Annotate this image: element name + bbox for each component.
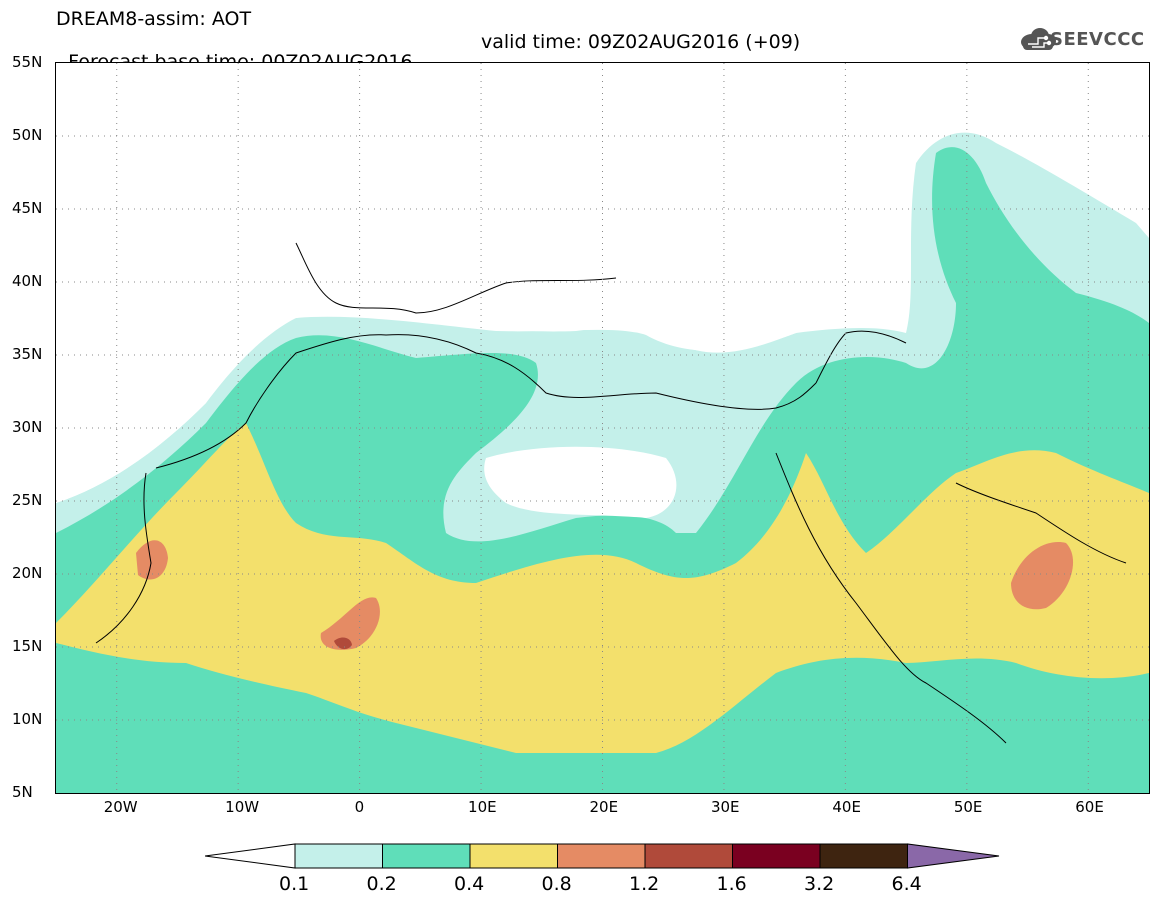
aot-clear-area (56, 63, 1149, 503)
lon-label: 10E (468, 798, 497, 816)
aot-contour-0.8 (1011, 542, 1074, 610)
colorbar-label: 1.2 (629, 873, 660, 895)
lat-label: 30N (12, 418, 43, 436)
lat-label: 5N (12, 783, 33, 801)
cloud-icon (1021, 28, 1056, 50)
aot-contour-0.4 (56, 423, 1149, 753)
aot-contour-0.8 (136, 540, 168, 580)
graticule (56, 63, 1149, 793)
lat-label: 20N (12, 564, 43, 582)
lat-label: 35N (12, 345, 43, 363)
colorbar-cell (644, 843, 733, 869)
lat-label: 50N (12, 126, 43, 144)
lon-label: 20W (103, 798, 138, 816)
colorbar-label: 1.6 (716, 873, 747, 895)
lon-label: 10W (225, 798, 260, 816)
lat-label: 55N (12, 53, 43, 71)
colorbar-cell (732, 843, 821, 869)
aot-contour-1.2 (334, 637, 352, 650)
lon-label: 0 (354, 798, 365, 816)
colorbar-cell (557, 843, 646, 869)
colorbar-label: 3.2 (804, 873, 835, 895)
colorbar-cell (294, 843, 383, 869)
colorbar-cell (469, 843, 558, 869)
colorbar-label: 0.1 (279, 873, 310, 895)
aot-map (55, 62, 1150, 794)
colorbar-label: 6.4 (891, 873, 922, 895)
aot-contour-0.8 (320, 597, 380, 650)
colorbar-label: 0.8 (541, 873, 572, 895)
colorbar-cell (382, 843, 471, 869)
lat-label: 15N (12, 637, 43, 655)
map-title: DREAM8-assim: AOT (56, 8, 252, 30)
coastlines (95, 242, 1127, 744)
lat-label: 25N (12, 491, 43, 509)
lon-label: 40E (832, 798, 861, 816)
lat-label: 45N (12, 199, 43, 217)
map-canvas (56, 63, 1149, 793)
colorbar-cell (907, 843, 1000, 869)
lat-label: 10N (12, 710, 43, 728)
lon-label: 30E (710, 798, 740, 816)
colorbar-cell (819, 843, 908, 869)
lon-label: 20E (589, 798, 619, 816)
logo-text: SEEVCCC (1050, 29, 1145, 50)
colorbar-label: 0.2 (366, 873, 397, 895)
lat-label: 40N (12, 272, 43, 290)
valid-time: valid time: 09Z02AUG2016 (+09) (481, 31, 801, 53)
lon-label: 60E (1075, 798, 1104, 816)
colorbar-cell (205, 843, 296, 869)
aot-clear-area (484, 446, 677, 518)
lon-label: 50E (953, 798, 983, 816)
colorbar-label: 0.4 (454, 873, 485, 895)
aot-colorbar (205, 843, 1000, 869)
